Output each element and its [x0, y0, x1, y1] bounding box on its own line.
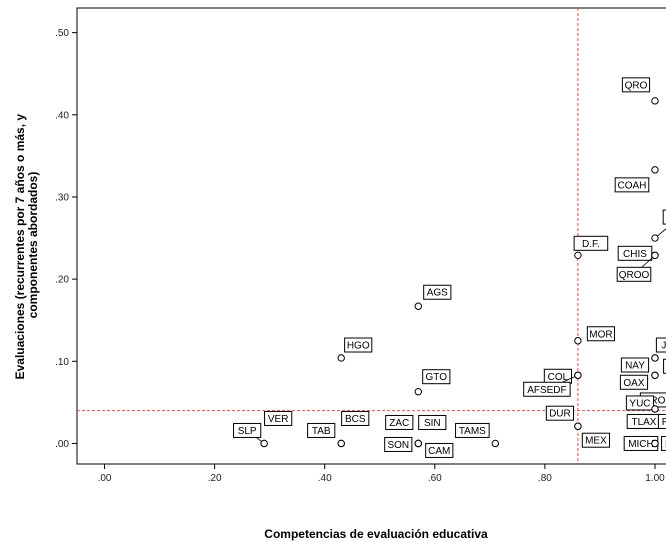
x-tick-label: .20 [208, 473, 222, 484]
data-point [651, 251, 659, 260]
point-label: SIN [424, 418, 441, 429]
point-label: TAMS [459, 426, 486, 437]
data-point [491, 439, 500, 448]
point-label-box [341, 410, 370, 426]
point-label: SLP [238, 426, 257, 437]
point-label: DUR [549, 409, 571, 420]
data-point [260, 439, 268, 448]
data-point [414, 302, 422, 310]
data-point [651, 166, 659, 174]
label-leader-line [654, 228, 666, 239]
point-label-box [617, 245, 653, 261]
y-axis-title: Evaluaciones (recurrentes por 7 años o m… [13, 111, 40, 380]
point-label: D.F. [582, 239, 600, 250]
point-label-box [385, 414, 414, 430]
point-label: ZAC [389, 418, 409, 429]
x-axis-title: Competencias de evaluación educativa [264, 527, 488, 541]
point-label-box [264, 410, 293, 426]
point-label-box [423, 284, 452, 300]
data-point [414, 387, 422, 396]
point-label: JAL [661, 341, 666, 352]
point-label-box [625, 395, 655, 411]
point-label-box [418, 414, 447, 430]
y-tick-label: .20 [55, 275, 69, 286]
point-label: PUE [662, 417, 666, 428]
point-label-box [620, 357, 650, 373]
point-label: GTO [426, 372, 448, 383]
x-tick-label: .60 [428, 473, 442, 484]
data-point [414, 439, 422, 448]
x-tick-label: .00 [98, 473, 112, 484]
point-label-box [384, 436, 413, 452]
point-label-box [621, 77, 651, 93]
point-label-box [619, 374, 649, 390]
point-label: COL [548, 372, 569, 383]
data-point [574, 422, 582, 430]
y-tick-label: .40 [55, 110, 69, 121]
data-point [651, 371, 659, 379]
point-label-box [523, 381, 571, 397]
y-axis-title-line-1: Evaluaciones (recurrentes por 7 años o m… [13, 114, 27, 380]
point-label-box [657, 413, 666, 429]
data-point [651, 97, 659, 105]
point-label-box [573, 235, 609, 251]
data-point [574, 337, 582, 345]
y-axis-title-line-2: componentes abordados) [26, 172, 40, 319]
point-label: CHIS [623, 249, 647, 260]
point-label-box [422, 369, 451, 385]
data-point [574, 251, 582, 260]
point-label-box [655, 337, 666, 353]
axes: .00 .20 .40 .60 .80 1.00 .00 .10 .20 .30 .40 .50 [55, 28, 665, 484]
data-point [651, 234, 659, 242]
point-label: TLAX [631, 417, 656, 428]
x-tick-label: 1.00 [645, 473, 665, 484]
point-label: QROO [619, 270, 650, 281]
point-label-box [663, 358, 666, 374]
point-label: YUC [629, 398, 650, 409]
point-label: GRO [643, 395, 666, 406]
point-label-box [661, 435, 666, 451]
data-point [651, 439, 659, 448]
data-point [651, 354, 659, 362]
point-label-box [581, 432, 611, 448]
data-point [337, 354, 345, 362]
y-tick-label: .50 [55, 28, 69, 39]
point-label: CAM [428, 446, 450, 457]
point-label: MICH [628, 439, 654, 450]
point-label-box [586, 326, 616, 342]
data-points: SLP VER TAB BCS ZAC SIN SON CAM TAMS GTO AGS HGO D.F… [233, 77, 666, 458]
point-label: AGS [427, 288, 448, 299]
y-tick-label: .30 [55, 192, 69, 203]
y-tick-label: .10 [55, 357, 69, 368]
x-tick-label: .40 [318, 473, 332, 484]
point-label: MOR [589, 329, 612, 340]
point-label-box [662, 209, 666, 225]
data-point [651, 405, 659, 413]
point-label: AFSEDF [527, 385, 566, 396]
point-label-box [614, 177, 650, 193]
point-label-box [344, 337, 373, 353]
point-label-box [616, 266, 652, 282]
x-tick-label: .80 [538, 473, 552, 484]
point-label: QRO [625, 80, 648, 91]
point-label: TAB [312, 426, 331, 437]
point-label: OAX [623, 378, 644, 389]
point-label-box [545, 405, 575, 421]
point-label-box [233, 422, 262, 438]
data-point [337, 439, 345, 448]
point-label: COAH [618, 180, 647, 191]
point-label: HGO [347, 341, 370, 352]
point-label: BCS [345, 414, 366, 425]
point-label-box [455, 422, 490, 438]
point-label: NAY [625, 361, 645, 372]
point-label: VER [268, 414, 289, 425]
point-label: MEX [585, 436, 607, 447]
point-label-box [307, 422, 336, 438]
y-tick-label: .00 [55, 439, 69, 450]
point-label: SON [387, 440, 409, 451]
point-label-box [425, 442, 454, 458]
data-point [574, 371, 582, 379]
